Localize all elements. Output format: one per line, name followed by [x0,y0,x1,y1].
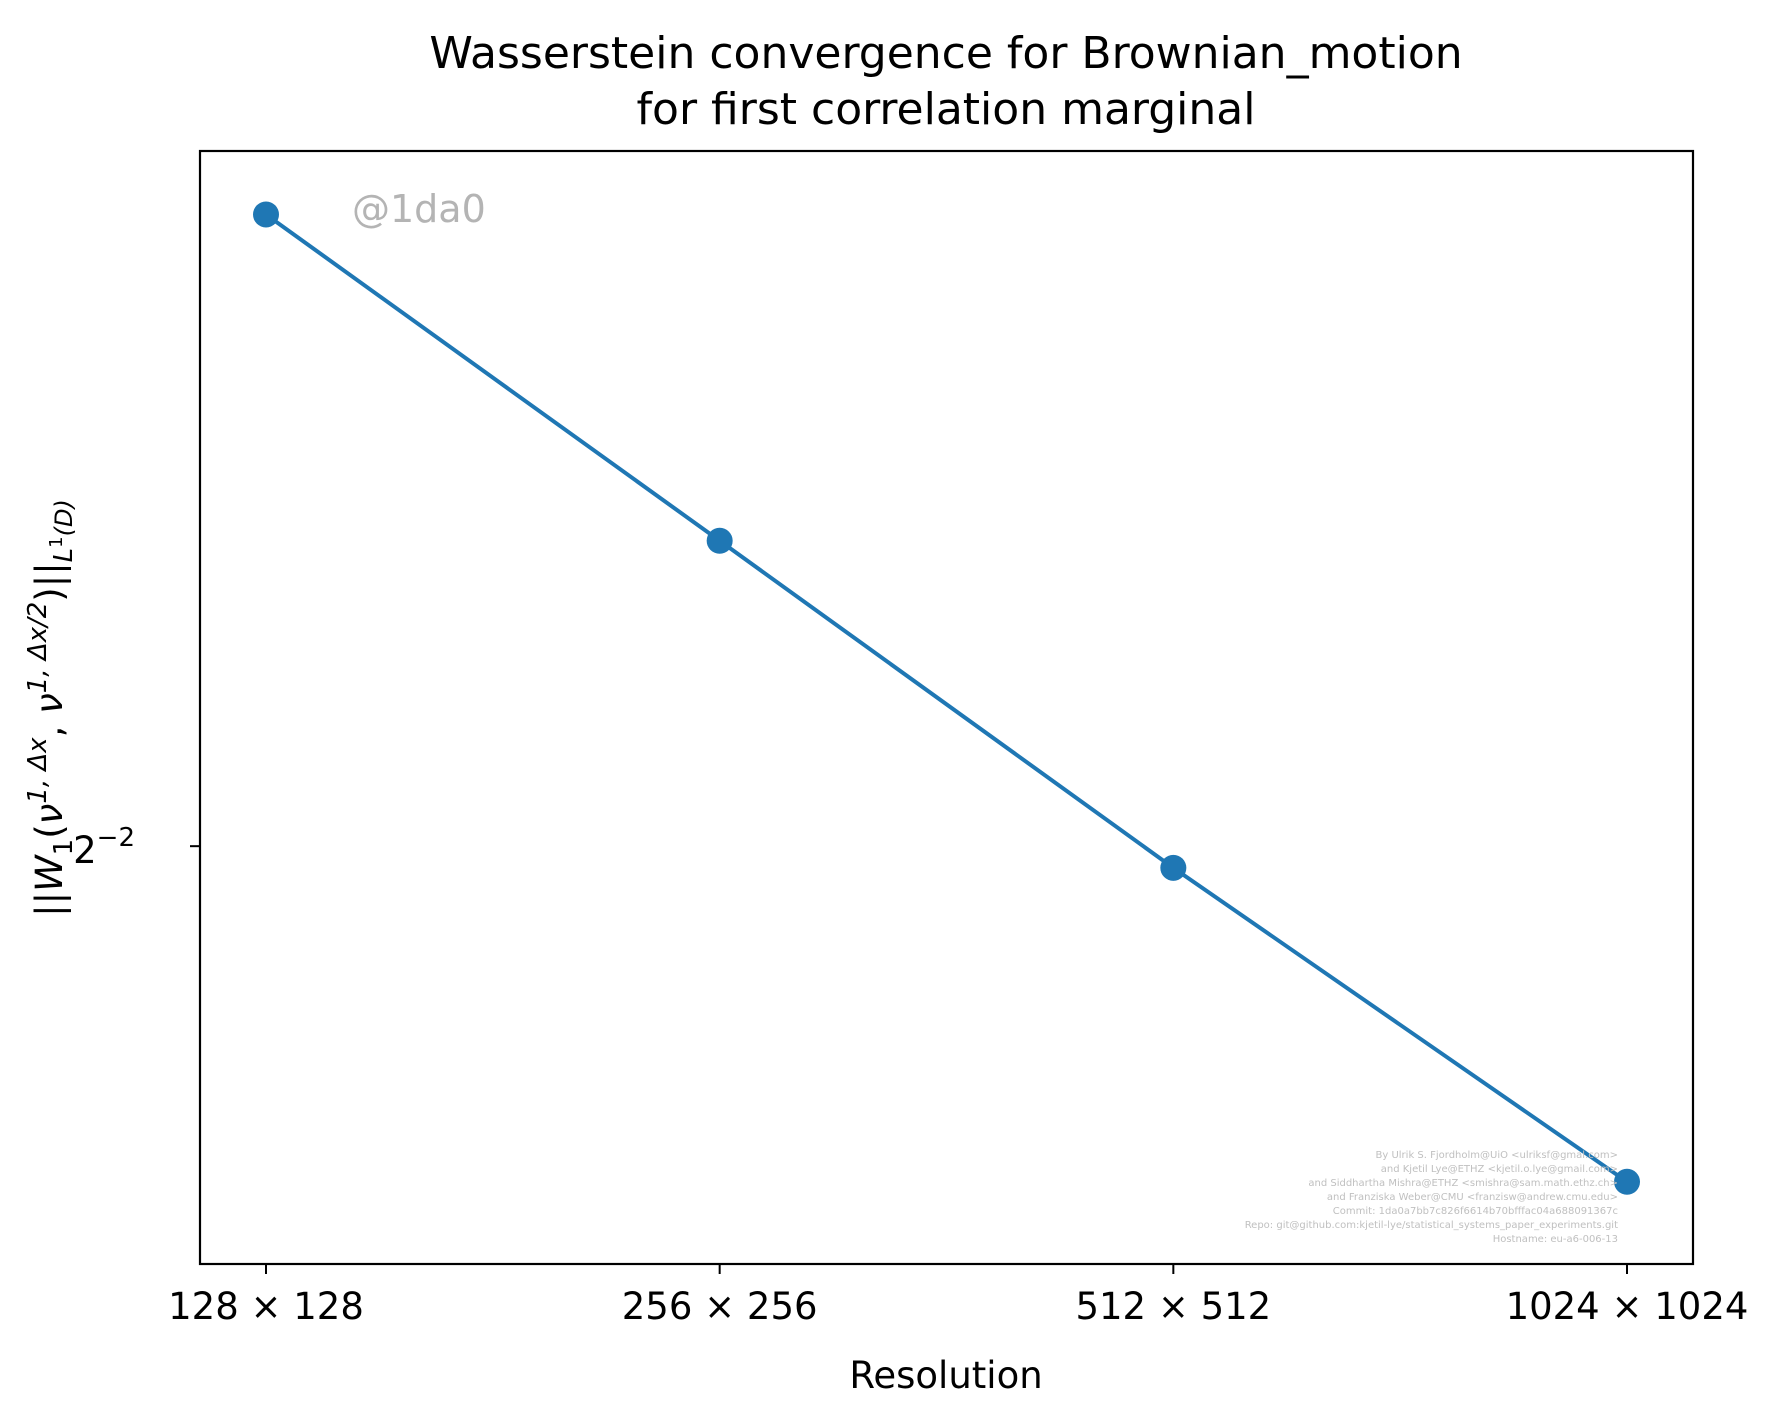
credit-line: Commit: 1da0a7bb7c826f6614b70bfffac04a68… [1333,1206,1618,1217]
watermark-text: @1da0 [352,187,486,231]
series-line [264,212,1629,1184]
credit-line: and Siddhartha Mishra@ETHZ <smishra@sam.… [1308,1178,1618,1189]
y-axis: 2−2 [73,823,200,872]
data-point [253,201,279,228]
credit-line: By Ulrik S. Fjordholm@UiO <ulriksf@gmal.… [1376,1150,1619,1161]
x-tick-label: 128 × 128 [168,1285,364,1328]
credit-line: and Franziska Weber@CMU <franzisw@andrew… [1327,1192,1618,1203]
y-tick-base: 2 [73,829,97,872]
x-axis: 128 × 128 256 × 256 512 × 512 1024 × 1024 [168,1264,1748,1328]
credit-line: Repo: git@github.com:kjetil-lye/statisti… [1245,1220,1618,1231]
credit-line: Hostname: eu-a6-006-13 [1493,1234,1618,1245]
x-tick-label: 512 × 512 [1075,1285,1271,1328]
x-tick-label: 1024 × 1024 [1506,1285,1749,1328]
x-tick-label: 256 × 256 [622,1285,818,1328]
plot-area-frame [198,149,1695,1266]
chart-title: Wasserstein convergence for Brownian_mot… [429,28,1462,79]
y-tick-exponent: −2 [97,823,135,853]
x-axis-label: Resolution [849,1354,1042,1397]
y-tick-label: 2−2 [73,823,135,872]
chart-subtitle: for first correlation marginal [637,84,1256,135]
data-point [706,527,733,554]
credit-line: and Kjetil Lye@ETHZ <kjetil.o.lye@gmail.… [1381,1164,1618,1175]
data-point [1614,1168,1640,1195]
data-point [1160,854,1187,881]
series-layer [253,201,1640,1195]
credit-block: By Ulrik S. Fjordholm@UiO <ulriksf@gmal.… [1245,1150,1618,1245]
y-axis-label: ||W1(ν1, Δx, ν1, Δx/2)||L1(D) [23,499,79,917]
